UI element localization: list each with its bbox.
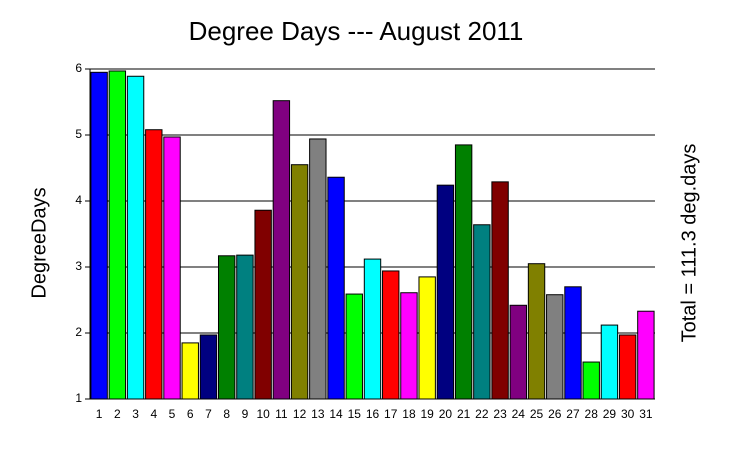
bar — [145, 129, 163, 400]
bar — [400, 292, 418, 400]
x-tick-label: 22 — [475, 407, 489, 421]
x-tick-label: 10 — [256, 407, 270, 421]
y-tick-label: 5 — [75, 127, 82, 141]
bar — [582, 361, 600, 400]
total-annotation: Total = 111.3 deg.days — [678, 144, 700, 343]
bar — [363, 258, 382, 400]
y-tick-label: 2 — [75, 325, 82, 339]
bar — [309, 138, 327, 400]
bar — [254, 209, 272, 400]
x-tick-label: 15 — [348, 407, 362, 421]
bar — [618, 334, 637, 400]
x-tick-label: 21 — [457, 407, 471, 421]
x-tick-label: 14 — [329, 407, 343, 421]
x-tick-label: 2 — [114, 407, 121, 421]
x-tick-label: 19 — [420, 407, 434, 421]
y-axis-label: DegreeDays — [28, 187, 50, 298]
x-tick-label: 31 — [639, 407, 653, 421]
x-tick-label: 3 — [132, 407, 139, 421]
bar — [637, 310, 655, 400]
bar — [509, 304, 528, 400]
bar — [473, 224, 491, 400]
bar — [546, 294, 564, 400]
bar — [382, 270, 400, 400]
bar — [345, 293, 363, 400]
x-tick-label: 27 — [566, 407, 580, 421]
x-tick-label: 5 — [169, 407, 176, 421]
bar — [491, 181, 509, 400]
bar — [108, 70, 127, 400]
x-tick-label: 25 — [530, 407, 544, 421]
bar — [327, 176, 345, 400]
x-tick-label: 16 — [366, 407, 380, 421]
x-tick-label: 1 — [96, 407, 103, 421]
x-tick-label: 26 — [548, 407, 562, 421]
bar — [199, 334, 218, 400]
bar — [217, 255, 236, 400]
bar — [272, 100, 291, 400]
x-tick-label: 13 — [311, 407, 325, 421]
y-tick-label: 1 — [75, 391, 82, 405]
y-tick-label: 6 — [75, 61, 82, 75]
x-tick-label: 30 — [621, 407, 635, 421]
bar — [90, 71, 108, 400]
x-tick-label: 23 — [493, 407, 507, 421]
x-tick-label: 9 — [242, 407, 249, 421]
x-tick-label: 18 — [402, 407, 416, 421]
x-tick-label: 24 — [512, 407, 526, 421]
x-tick-label: 12 — [293, 407, 307, 421]
x-tick-label: 4 — [150, 407, 157, 421]
bar — [564, 286, 582, 400]
bar — [290, 164, 309, 400]
bar — [436, 184, 455, 400]
chart-title: Degree Days --- August 2011 — [189, 16, 524, 46]
bar — [163, 136, 181, 400]
bar — [181, 342, 199, 400]
x-tick-label: 8 — [223, 407, 230, 421]
y-tick-label: 3 — [75, 259, 82, 273]
x-tick-label: 7 — [205, 407, 212, 421]
x-tick-label: 6 — [187, 407, 194, 421]
bar — [527, 263, 546, 400]
x-tick-label: 28 — [585, 407, 599, 421]
x-tick-label: 29 — [603, 407, 617, 421]
y-tick-label: 4 — [75, 193, 82, 207]
bar — [236, 254, 254, 400]
bar — [454, 144, 473, 400]
bar — [418, 276, 436, 400]
bar — [126, 75, 145, 400]
x-tick-label: 11 — [275, 407, 288, 421]
x-tick-label: 17 — [384, 407, 398, 421]
bar — [600, 324, 619, 400]
x-tick-label: 20 — [439, 407, 453, 421]
